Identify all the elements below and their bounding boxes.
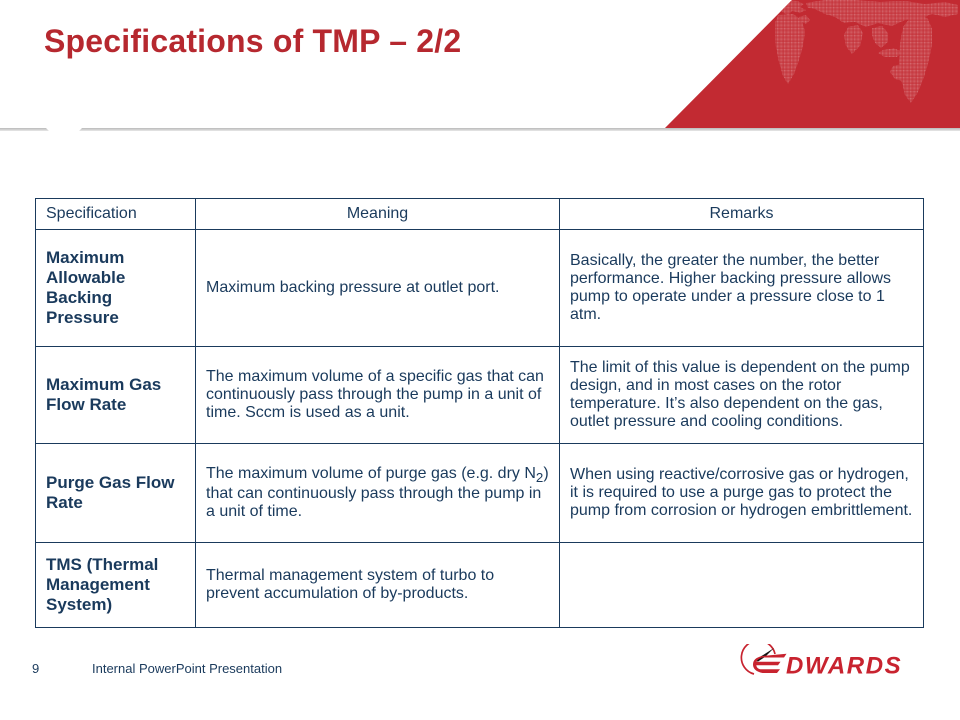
svg-text:DWARDS: DWARDS: [786, 653, 902, 679]
